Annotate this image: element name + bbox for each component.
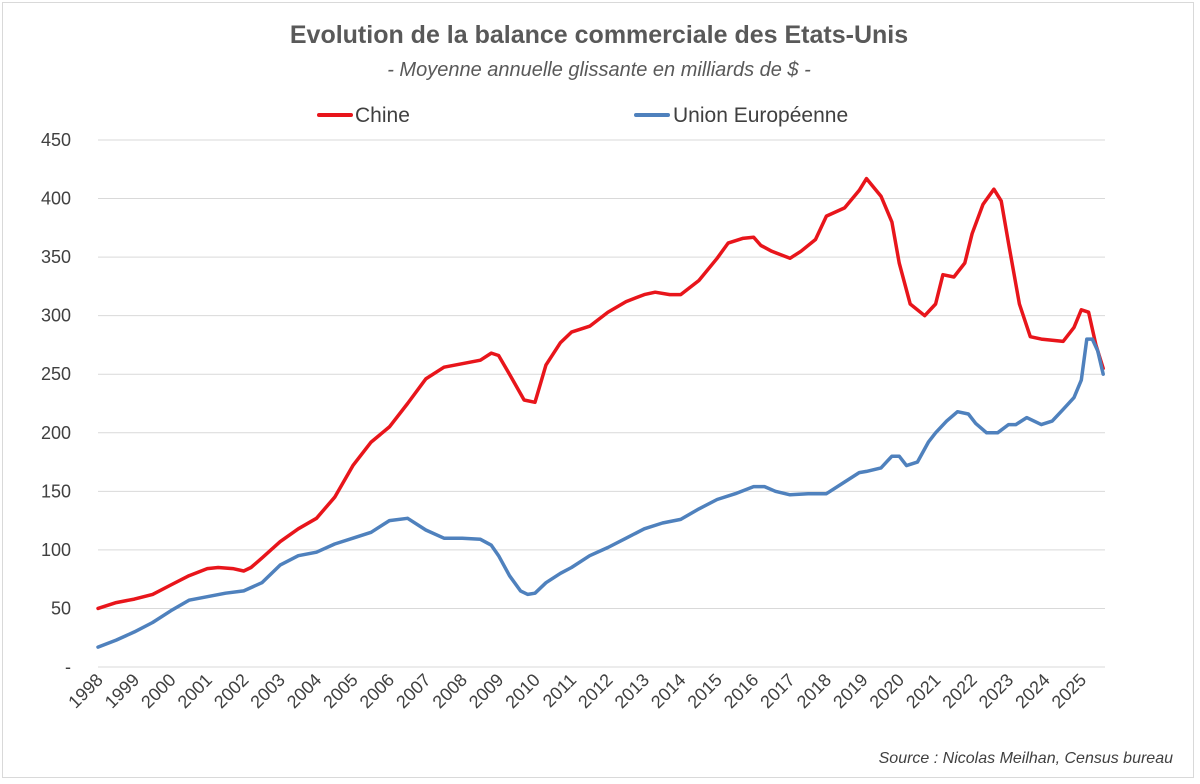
legend-item-chine: Chine [317,104,410,127]
y-tick-label: 200 [41,423,71,443]
x-tick-label-2004: 2004 [283,670,325,712]
y-tick-label: 150 [41,481,71,501]
x-tick-label-2024: 2024 [1011,670,1053,712]
series-line-chine [96,176,1105,611]
x-tick-label-2000: 2000 [137,670,179,712]
x-tick-label-2013: 2013 [611,670,653,712]
x-tick-label-2012: 2012 [574,670,616,712]
x-tick-label-2009: 2009 [465,670,507,712]
chart-subtitle: - Moyenne annuelle glissante en milliard… [387,59,811,81]
x-tick-label-2002: 2002 [210,670,252,712]
series-lines [96,176,1105,649]
x-tick-label-2014: 2014 [647,670,689,712]
x-tick-label-2021: 2021 [902,670,944,712]
y-tick-label: 450 [41,130,71,150]
x-tick-label-2001: 2001 [174,670,216,712]
legend-label-union-europeenne: Union Européenne [673,104,848,127]
legend-label-chine: Chine [355,104,410,127]
x-tick-label-2005: 2005 [319,670,361,712]
y-tick-label: 300 [41,306,71,326]
x-tick-label-2006: 2006 [356,670,398,712]
x-tick-label-2018: 2018 [793,670,835,712]
y-tick-label: - [65,657,71,677]
x-axis-ticks: 1998199920002001200220032004200520062007… [64,670,1090,712]
x-tick-label-2007: 2007 [392,670,434,712]
x-tick-label-2015: 2015 [684,670,726,712]
x-tick-label-2025: 2025 [1048,670,1090,712]
y-tick-label: 250 [41,364,71,384]
x-tick-label-2016: 2016 [720,670,762,712]
y-tick-label: 100 [41,540,71,560]
x-tick-label-2019: 2019 [829,670,871,712]
y-tick-label: 350 [41,247,71,267]
x-tick-label-2022: 2022 [938,670,980,712]
series-line-union-europeenne [96,337,1105,649]
x-tick-label-1999: 1999 [101,670,143,712]
x-tick-label-2011: 2011 [539,670,581,712]
x-tick-label-2020: 2020 [866,670,908,712]
x-tick-label-2003: 2003 [246,670,288,712]
y-tick-label: 50 [51,598,71,618]
x-tick-label-2017: 2017 [756,670,798,712]
x-tick-label-2010: 2010 [501,670,543,712]
source-note: Source : Nicolas Meilhan, Census bureau [879,750,1173,767]
legend-item-union-europeenne: Union Européenne [634,104,848,127]
x-tick-label-2008: 2008 [429,670,471,712]
y-axis-ticks: - 50 100 150 200 250 300 350 400 450 [41,130,71,677]
y-tick-label: 400 [41,189,71,209]
x-tick-label-2023: 2023 [975,670,1017,712]
legend: Chine Union Européenne [317,104,848,127]
chart-title: Evolution de la balance commerciale des … [290,21,908,49]
trade-balance-line-chart: Evolution de la balance commerciale des … [41,21,1173,767]
